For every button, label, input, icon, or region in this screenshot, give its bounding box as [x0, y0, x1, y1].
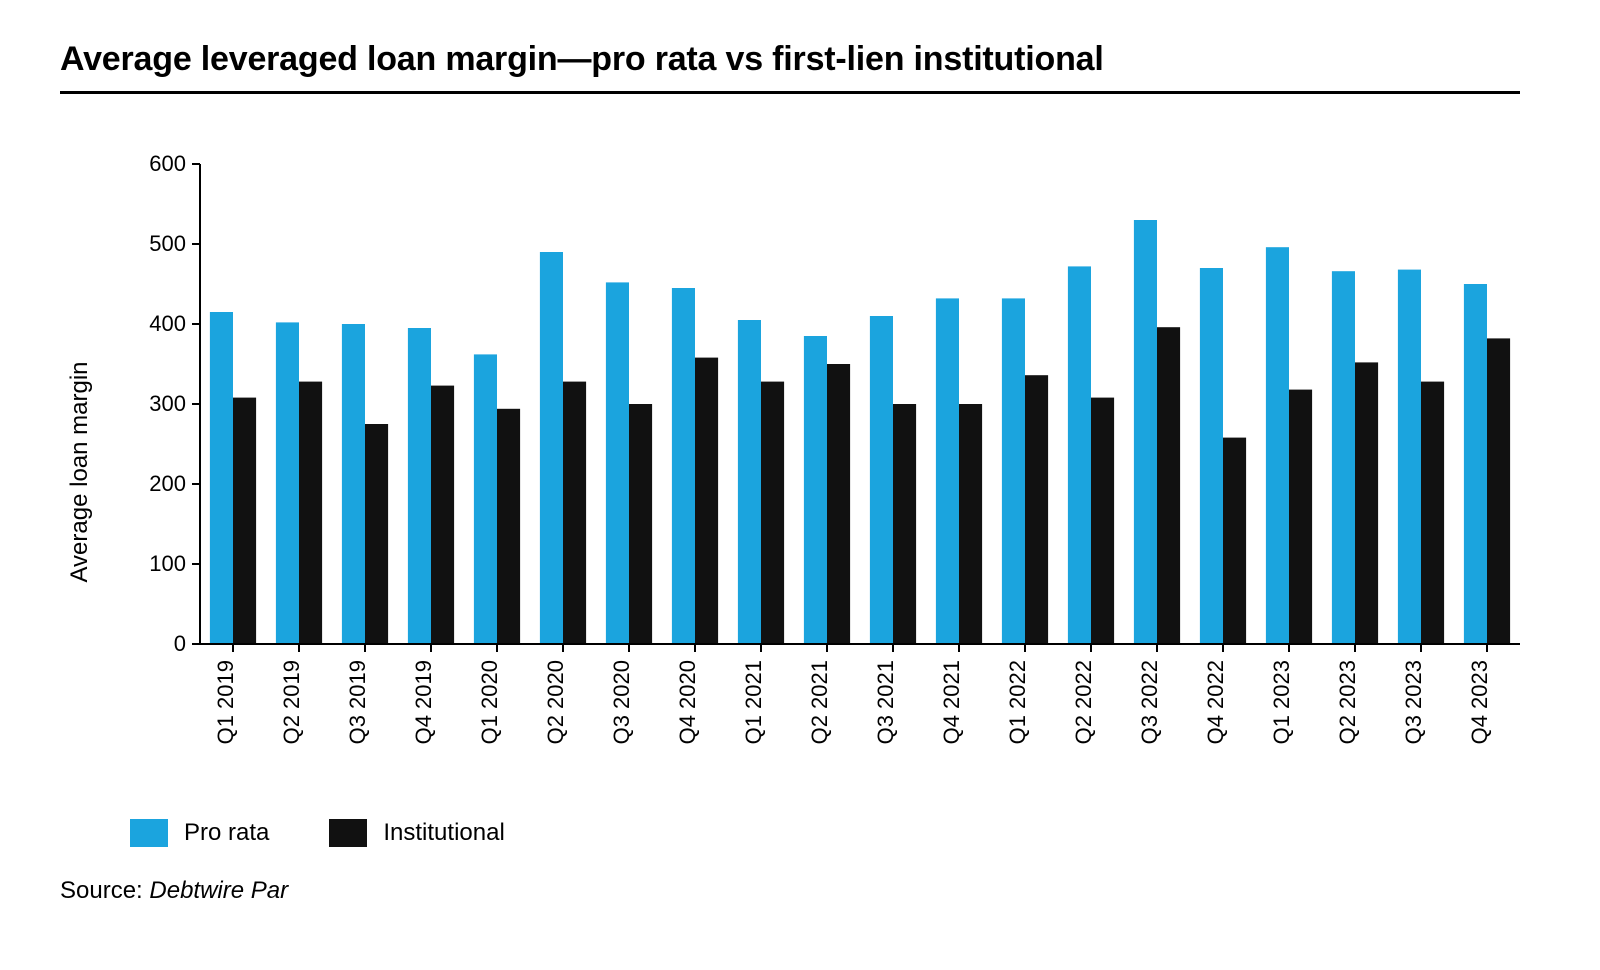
bar-institutional [563, 382, 586, 644]
legend: Pro rata Institutional [130, 819, 1520, 847]
x-tick-label: Q3 2020 [609, 660, 634, 744]
bar-pro-rata [540, 252, 563, 644]
bar-pro-rata [408, 328, 431, 644]
x-tick-label: Q2 2019 [279, 660, 304, 744]
bar-institutional [497, 409, 520, 644]
x-tick-label: Q2 2020 [543, 660, 568, 744]
bar-institutional [431, 386, 454, 644]
chart-area: Average loan margin 0100200300400500600Q… [130, 154, 1520, 789]
x-tick-label: Q3 2019 [345, 660, 370, 744]
chart-container: Average leveraged loan margin—pro rata v… [0, 0, 1600, 970]
bar-institutional [1355, 362, 1378, 644]
bar-pro-rata [1068, 266, 1091, 644]
y-tick-label: 300 [149, 391, 186, 416]
source-label: Source: [60, 877, 149, 904]
x-tick-label: Q4 2022 [1203, 660, 1228, 744]
bar-institutional [299, 382, 322, 644]
bar-pro-rata [606, 282, 629, 644]
y-axis-label: Average loan margin [66, 361, 94, 582]
y-tick-label: 500 [149, 231, 186, 256]
chart-title: Average leveraged loan margin—pro rata v… [60, 40, 1520, 94]
bar-institutional [1223, 438, 1246, 644]
bar-pro-rata [1002, 298, 1025, 644]
bar-institutional [695, 358, 718, 644]
x-tick-label: Q1 2022 [1005, 660, 1030, 744]
bar-pro-rata [1266, 247, 1289, 644]
bar-pro-rata [1332, 271, 1355, 644]
y-tick-label: 100 [149, 551, 186, 576]
bar-institutional [893, 404, 916, 644]
bar-institutional [1421, 382, 1444, 644]
x-tick-label: Q4 2020 [675, 660, 700, 744]
bar-pro-rata [1134, 220, 1157, 644]
bar-institutional [827, 364, 850, 644]
bar-pro-rata [936, 298, 959, 644]
legend-item-pro-rata: Pro rata [130, 819, 269, 847]
bar-pro-rata [738, 320, 761, 644]
bar-institutional [1487, 338, 1510, 644]
x-tick-label: Q1 2019 [213, 660, 238, 744]
bar-pro-rata [474, 354, 497, 644]
bar-institutional [629, 404, 652, 644]
bar-institutional [1091, 398, 1114, 644]
bar-institutional [1025, 375, 1048, 644]
bar-institutional [1157, 327, 1180, 644]
bar-pro-rata [1200, 268, 1223, 644]
bar-institutional [959, 404, 982, 644]
bar-institutional [1289, 390, 1312, 644]
bar-pro-rata [342, 324, 365, 644]
bar-pro-rata [1464, 284, 1487, 644]
x-tick-label: Q3 2022 [1137, 660, 1162, 744]
legend-item-institutional: Institutional [329, 819, 504, 847]
x-tick-label: Q4 2021 [939, 660, 964, 744]
x-tick-label: Q2 2022 [1071, 660, 1096, 744]
y-tick-label: 0 [174, 631, 186, 656]
bar-pro-rata [1398, 270, 1421, 644]
legend-swatch-pro-rata [130, 819, 168, 847]
y-tick-label: 600 [149, 154, 186, 176]
x-tick-label: Q4 2023 [1467, 660, 1492, 744]
bar-chart: 0 100 200 300 400 500 600 Q1 2019 Q2 2019 Q3 2019… [130, 154, 1540, 784]
legend-label-pro-rata: Pro rata [184, 819, 269, 847]
source-line: Source: Debtwire Par [60, 877, 1520, 905]
legend-swatch-institutional [329, 819, 367, 847]
source-name: Debtwire Par [149, 877, 288, 904]
bar-pro-rata [672, 288, 695, 644]
bar-institutional [233, 398, 256, 644]
x-tick-label: Q1 2020 [477, 660, 502, 744]
x-tick-label: Q2 2021 [807, 660, 832, 744]
x-tick-label: Q3 2023 [1401, 660, 1426, 744]
bar-institutional [365, 424, 388, 644]
x-tick-label: Q2 2023 [1335, 660, 1360, 744]
bar-pro-rata [870, 316, 893, 644]
bar-pro-rata [276, 322, 299, 644]
x-tick-label: Q1 2023 [1269, 660, 1294, 744]
legend-label-institutional: Institutional [383, 819, 504, 847]
y-tick-label: 200 [149, 471, 186, 496]
y-tick-label: 400 [149, 311, 186, 336]
x-tick-label: Q1 2021 [741, 660, 766, 744]
x-tick-label: Q3 2021 [873, 660, 898, 744]
x-tick-label: Q4 2019 [411, 660, 436, 744]
bar-pro-rata [210, 312, 233, 644]
bar-pro-rata [804, 336, 827, 644]
bar-institutional [761, 382, 784, 644]
